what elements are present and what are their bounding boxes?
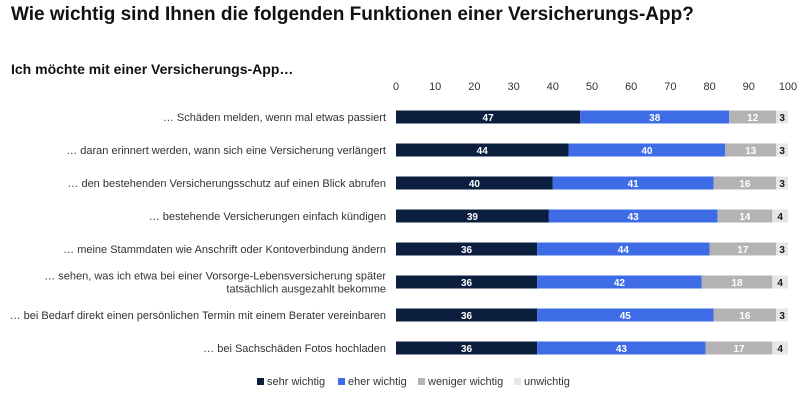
- data-label: 41: [628, 179, 640, 190]
- legend-label: sehr wichtig: [267, 376, 325, 388]
- legend-swatch: [514, 378, 521, 385]
- category-label: … den bestehenden Versicherungsschutz au…: [67, 178, 386, 190]
- data-label: 47: [483, 113, 495, 124]
- bar-segment: [396, 242, 538, 256]
- category-label: … Schäden melden, wenn mal etwas passier…: [163, 112, 386, 124]
- category-labels: … Schäden melden, wenn mal etwas passier…: [10, 112, 387, 355]
- bar-segment: [776, 110, 788, 124]
- x-tick-label: 40: [547, 81, 559, 93]
- legend-label: weniger wichtig: [427, 376, 503, 388]
- category-label: … bei Sachschäden Fotos hochladen: [203, 343, 386, 355]
- bar-segment: [776, 308, 788, 322]
- x-tick-label: 30: [507, 81, 519, 93]
- legend-label: unwichtig: [524, 376, 570, 388]
- x-tick-label: 100: [779, 81, 797, 93]
- x-tick-label: 10: [429, 81, 441, 93]
- x-tick-label: 50: [586, 81, 598, 93]
- data-label: 40: [469, 179, 481, 190]
- legend-swatch: [257, 378, 264, 385]
- bar-segment: [725, 143, 777, 157]
- x-tick-label: 80: [703, 81, 715, 93]
- data-label: 3: [779, 179, 785, 190]
- bar-segment: [537, 308, 714, 322]
- data-label: 42: [614, 278, 626, 289]
- data-label: 45: [620, 311, 632, 322]
- bar-segment: [537, 242, 710, 256]
- data-label: 12: [747, 113, 759, 124]
- bar-segment: [709, 242, 777, 256]
- data-label: 43: [628, 212, 640, 223]
- x-tick-label: 70: [664, 81, 676, 93]
- data-label: 36: [461, 245, 473, 256]
- data-label: 43: [616, 344, 628, 355]
- bar-segment: [396, 341, 538, 355]
- data-label: 17: [737, 245, 749, 256]
- bar-segment: [772, 341, 788, 355]
- x-tick-label: 20: [468, 81, 480, 93]
- bar-segment: [705, 341, 773, 355]
- data-label: 3: [779, 113, 785, 124]
- bar-segment: [713, 176, 777, 190]
- data-label: 3: [779, 311, 785, 322]
- bar-segment: [701, 275, 773, 289]
- category-label: … sehen, was ich etwa bei einer Vorsorge…: [44, 271, 386, 283]
- data-label: 36: [461, 344, 473, 355]
- data-label: 40: [641, 146, 653, 157]
- bar-segment: [776, 176, 788, 190]
- chart-subtitle: Ich möchte mit einer Versicherungs-App…: [11, 61, 294, 77]
- bar-segment: [717, 209, 773, 223]
- data-label: 44: [618, 245, 630, 256]
- category-label: … daran erinnert werden, wann sich eine …: [66, 145, 386, 157]
- bar-segment: [396, 176, 553, 190]
- data-label: 17: [733, 344, 745, 355]
- data-label: 36: [461, 311, 473, 322]
- bar-segment: [776, 143, 788, 157]
- category-label: … bestehende Versicherungen einfach künd…: [149, 211, 386, 223]
- bar-segment: [396, 110, 581, 124]
- data-label: 3: [779, 146, 785, 157]
- bar-segment: [729, 110, 777, 124]
- legend-swatch: [418, 378, 425, 385]
- x-tick-label: 0: [393, 81, 399, 93]
- category-label: tatsächlich ausgezahlt bekomme: [226, 284, 386, 296]
- data-label: 13: [745, 146, 757, 157]
- bar-segment: [537, 275, 702, 289]
- data-label: 44: [477, 146, 489, 157]
- x-axis-ticks: 0 10 20 30 40 50 60 70 80 90 100: [393, 81, 797, 93]
- bar-segment: [713, 308, 777, 322]
- data-label: 39: [467, 212, 479, 223]
- category-label: … bei Bedarf direkt einen persönlichen T…: [10, 310, 386, 322]
- data-label: 36: [461, 278, 473, 289]
- legend-swatch: [338, 378, 345, 385]
- data-label: 3: [779, 245, 785, 256]
- data-label: 14: [739, 212, 751, 223]
- bar-segment: [580, 110, 730, 124]
- bar-segment: [537, 341, 706, 355]
- bar-segment: [396, 275, 538, 289]
- bar-segment: [552, 176, 714, 190]
- bar-segment: [396, 209, 549, 223]
- data-label: 4: [777, 278, 783, 289]
- category-label: … meine Stammdaten wie Anschrift oder Ko…: [63, 244, 386, 256]
- data-label: 18: [731, 278, 743, 289]
- bar-segment: [776, 242, 788, 256]
- data-label: 38: [649, 113, 661, 124]
- chart-title: Wie wichtig sind Ihnen die folgenden Fun…: [11, 4, 694, 25]
- data-label: 16: [739, 179, 751, 190]
- legend-label: eher wichtig: [348, 376, 407, 388]
- data-label: 4: [777, 212, 783, 223]
- data-label: 4: [777, 344, 783, 355]
- bar-segment: [396, 143, 569, 157]
- bar-segment: [568, 143, 726, 157]
- bar-segment: [396, 308, 538, 322]
- bar-segment: [772, 275, 788, 289]
- bar-segment: [772, 209, 788, 223]
- x-tick-label: 60: [625, 81, 637, 93]
- bar-segment: [548, 209, 718, 223]
- data-label: 16: [739, 311, 751, 322]
- legend: sehr wichtig eher wichtig weniger wichtig u…: [257, 376, 570, 388]
- bars: 47 38 12 344 40 13 340 41 16 339 43 14 436 44 17 336 42 1…: [396, 110, 788, 355]
- x-tick-label: 90: [743, 81, 755, 93]
